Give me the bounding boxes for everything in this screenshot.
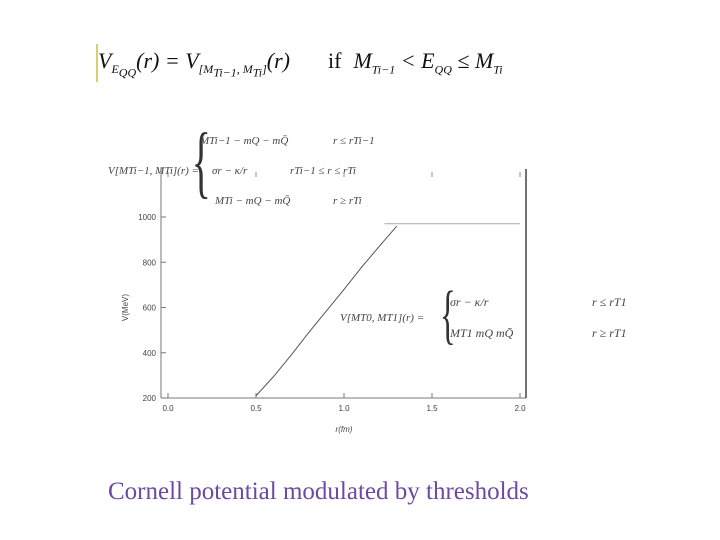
eq-arg2: (r) bbox=[266, 48, 291, 73]
eq-cond-e-sub: QQ bbox=[434, 62, 452, 77]
eq-rhs-sub4: Ti bbox=[252, 65, 263, 80]
eq-if: if bbox=[328, 48, 342, 73]
pw-general-row3-expr: MTi − mQ − mQ̄ bbox=[215, 195, 291, 207]
eq-arg: (r) = V bbox=[136, 48, 199, 73]
x-axis-label: r(fm) bbox=[336, 425, 353, 434]
pw-general-row2-expr: σr − κ/r bbox=[212, 165, 248, 177]
x-tick-label-3: 1.5 bbox=[426, 404, 438, 413]
series-line-0 bbox=[255, 225, 398, 397]
eq-cond-le: ≤ M bbox=[451, 48, 494, 73]
eq-cond-lt: < E bbox=[395, 48, 435, 73]
pw-general-row3-cond: r ≥ rTi bbox=[333, 195, 362, 207]
pw-general-brace: { bbox=[191, 118, 211, 206]
eq-lhs-subsub: QQ bbox=[118, 65, 137, 80]
y-axis-label: V(MeV) bbox=[121, 294, 130, 321]
pw-general-row1-expr: MTi−1 − mQ − mQ̄ bbox=[200, 135, 289, 147]
eq-rhs-sub2: Ti−1 bbox=[213, 65, 237, 80]
pw-specific-lhs: V[MT0, MT1](r) = bbox=[340, 312, 425, 324]
x-tick-label-0: 0.0 bbox=[162, 404, 174, 413]
eq-rhs-sub: [M bbox=[198, 62, 214, 77]
y-tick-label-0: 200 bbox=[143, 394, 157, 403]
y-tick-label-2: 600 bbox=[143, 304, 157, 313]
accent-bar bbox=[96, 44, 98, 82]
top-equation: VEQQ(r) = V[MTi−1, MTi](r) if MTi−1 < EQQ … bbox=[96, 44, 503, 82]
pw-specific-row2-expr: MT1 mQ mQ̄ bbox=[450, 326, 514, 341]
pw-general-lhs: V[MTi−1, MTi](r) = bbox=[108, 165, 199, 177]
x-tick-label-2: 1.0 bbox=[338, 404, 350, 413]
y-tick-label-4: 1000 bbox=[138, 213, 156, 222]
y-tick-label-1: 400 bbox=[143, 349, 157, 358]
pw-general-row1-cond: r ≤ rTi−1 bbox=[333, 135, 375, 147]
eq-lhs-sub: E bbox=[111, 62, 119, 77]
y-tick-label-3: 800 bbox=[143, 258, 157, 267]
pw-general-row2-cond: rTi−1 ≤ r ≤ rTi bbox=[290, 165, 356, 177]
eq-rhs-sub3: , M bbox=[236, 62, 253, 77]
eq-lhs: V bbox=[98, 48, 112, 73]
pw-specific-row2-cond: r ≥ rT1 bbox=[592, 326, 627, 341]
eq-cond-a-sub: Ti−1 bbox=[371, 62, 396, 77]
pw-specific-row1-cond: r ≤ rT1 bbox=[592, 295, 627, 310]
x-tick-label-1: 0.5 bbox=[250, 404, 262, 413]
slide-caption: Cornell potential modulated by threshold… bbox=[108, 478, 529, 505]
x-tick-label-4: 2.0 bbox=[514, 404, 526, 413]
eq-rhs-sub5: ] bbox=[262, 62, 267, 77]
eq-cond-a: M bbox=[353, 48, 372, 73]
eq-cond-b-sub: Ti bbox=[493, 62, 503, 77]
pw-specific-row1-expr: σr − κ/r bbox=[450, 295, 489, 310]
